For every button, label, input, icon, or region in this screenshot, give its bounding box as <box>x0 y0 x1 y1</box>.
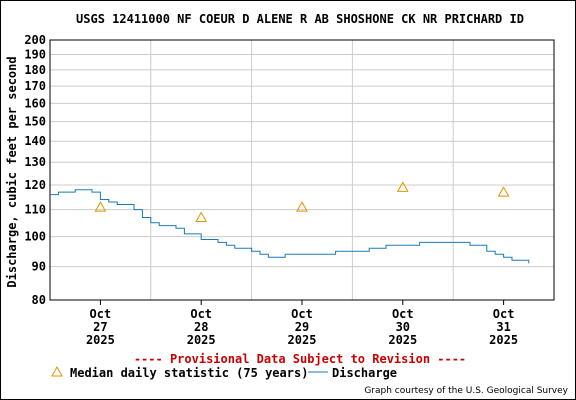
discharge-line <box>50 189 530 264</box>
y-tick-label: 90 <box>32 260 46 274</box>
y-tick-label: 200 <box>24 33 46 47</box>
x-tick-label: Oct <box>90 307 112 321</box>
courtesy-note: Graph courtesy of the U.S. Geological Su… <box>364 386 568 396</box>
y-tick-label: 100 <box>24 230 46 244</box>
x-tick-label: 27 <box>93 320 107 334</box>
y-tick-label: 120 <box>24 178 46 192</box>
median-marker <box>94 201 107 212</box>
y-tick-label: 170 <box>24 79 46 93</box>
y-tick-label: 180 <box>24 63 46 77</box>
x-tick-label: 2025 <box>86 333 115 347</box>
x-tick-label: 31 <box>496 320 510 334</box>
y-tick-label: 150 <box>24 115 46 129</box>
y-tick-label: 110 <box>24 203 46 217</box>
chart-title: USGS 12411000 NF COEUR D ALENE R AB SHOS… <box>76 12 524 26</box>
y-tick-label: 140 <box>24 134 46 148</box>
x-tick-label: Oct <box>392 307 414 321</box>
median-marker <box>296 201 308 212</box>
legend-discharge-label: Discharge <box>332 366 397 380</box>
y-axis-label: Discharge, cubic feet per second <box>5 56 19 287</box>
x-tick-label: Oct <box>190 307 212 321</box>
legend-median-marker <box>51 365 63 377</box>
legend-median-label: Median daily statistic (75 years) <box>70 366 308 380</box>
median-marker <box>396 181 409 192</box>
plot-area <box>49 39 555 301</box>
grid-lines <box>50 40 554 300</box>
x-tick-label: 29 <box>295 320 309 334</box>
y-tick-label: 190 <box>24 48 46 62</box>
data-series <box>50 181 530 264</box>
x-tick-label: 30 <box>396 320 410 334</box>
x-tick-label: Oct <box>291 307 313 321</box>
median-marker <box>497 186 510 197</box>
y-tick-label: 80 <box>32 293 46 307</box>
provisional-note: ---- Provisional Data Subject to Revisio… <box>134 352 466 366</box>
x-tick-label: Oct <box>493 307 515 321</box>
legend: Median daily statistic (75 years) Discha… <box>51 365 397 380</box>
median-marker <box>195 211 208 222</box>
x-tick-label: 2025 <box>187 333 216 347</box>
y-tick-label: 160 <box>24 96 46 110</box>
x-axis-ticks: Oct272025Oct282025Oct292025Oct302025Oct3… <box>86 300 518 347</box>
x-tick-label: 28 <box>194 320 208 334</box>
x-tick-label: 2025 <box>288 333 317 347</box>
x-tick-label: 2025 <box>388 333 417 347</box>
x-tick-label: 2025 <box>489 333 518 347</box>
y-tick-label: 130 <box>24 155 46 169</box>
